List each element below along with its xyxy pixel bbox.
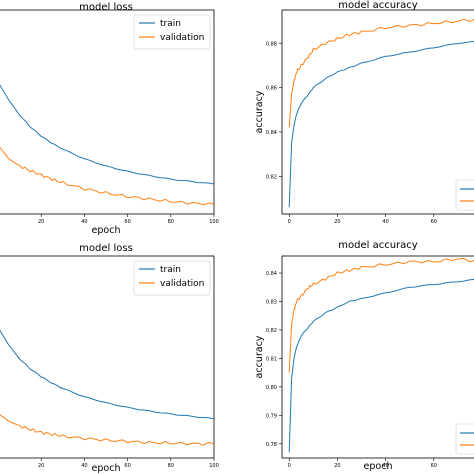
plot-frame <box>281 9 474 215</box>
y-tick-label: 0.86 <box>266 86 277 92</box>
chart-panel-2: model accuracy 0 20 40 60 0.82 0.84 0.86 0.88 acc… <box>254 0 474 225</box>
x-axis-label: epoch <box>92 463 121 474</box>
y-tick-label: 0.79 <box>266 413 277 419</box>
y-axis-label: accuracy <box>254 335 265 378</box>
y-tick-label: 0.82 <box>266 174 277 180</box>
legend-box <box>455 179 474 211</box>
legend-label: train <box>160 19 181 29</box>
chart-title: model loss <box>79 243 133 254</box>
series-line-validation <box>288 18 474 128</box>
y-tick-label: 0.81 <box>266 356 277 362</box>
legend-label: validation <box>160 33 204 43</box>
y-tick-label: 0.84 <box>266 271 277 277</box>
x-tick-label: 80 <box>168 463 174 469</box>
chart-panel-1: model loss 20 40 60 80 100 epoch train validatio… <box>0 2 219 236</box>
x-tick-label: 80 <box>168 219 174 225</box>
legend-label: validation <box>160 279 204 289</box>
x-tick-label: 20 <box>334 463 340 469</box>
y-tick-label: 0.80 <box>266 385 277 391</box>
x-tick-label: 40 <box>81 463 87 469</box>
x-tick-label: 100 <box>209 463 219 469</box>
x-tick-label: 0 <box>288 463 291 469</box>
chart-title: model loss <box>79 2 133 13</box>
y-tick-label: 0.82 <box>266 328 277 334</box>
x-axis-label: epoch <box>364 461 393 472</box>
x-tick-label: 20 <box>38 219 44 225</box>
y-axis-label: accuracy <box>254 90 265 133</box>
series-line-train <box>0 84 214 185</box>
x-axis-label: epoch <box>92 225 121 236</box>
x-tick-label: 60 <box>124 463 130 469</box>
x-tick-label: 60 <box>431 463 437 469</box>
series-line-train <box>0 329 214 420</box>
series-line-train <box>288 279 474 453</box>
plot-frame <box>0 255 215 459</box>
plot-frame <box>0 9 215 215</box>
series-line-train <box>288 41 474 208</box>
x-tick-label: 20 <box>334 219 340 225</box>
x-tick-label: 60 <box>431 219 437 225</box>
series-line-validation <box>288 257 474 373</box>
y-tick-label: 0.83 <box>266 300 277 306</box>
y-tick-label: 0.84 <box>266 130 277 136</box>
chart-title: model accuracy <box>338 0 418 11</box>
x-tick-label: 20 <box>38 463 44 469</box>
chart-title: model accuracy <box>338 240 418 251</box>
y-tick-label: 0.88 <box>266 41 277 47</box>
x-tick-label: 40 <box>382 463 388 469</box>
series-line-validation <box>0 146 214 206</box>
legend-label: train <box>160 265 181 275</box>
x-tick-label: 40 <box>81 219 87 225</box>
x-tick-label: 0 <box>288 219 291 225</box>
x-tick-label: 60 <box>124 219 130 225</box>
legend-box <box>455 423 474 455</box>
plot-frame <box>281 255 474 459</box>
chart-panel-3: model loss 20 40 60 80 100 epoch train validatio… <box>0 243 219 474</box>
y-tick-label: 0.78 <box>266 442 277 448</box>
chart-panel-4: model accuracy 0 20 40 60 0.78 0.79 0.80 0.81 0.8… <box>254 240 474 472</box>
x-tick-label: 100 <box>209 219 219 225</box>
series-line-validation <box>0 414 214 446</box>
x-tick-label: 40 <box>382 219 388 225</box>
